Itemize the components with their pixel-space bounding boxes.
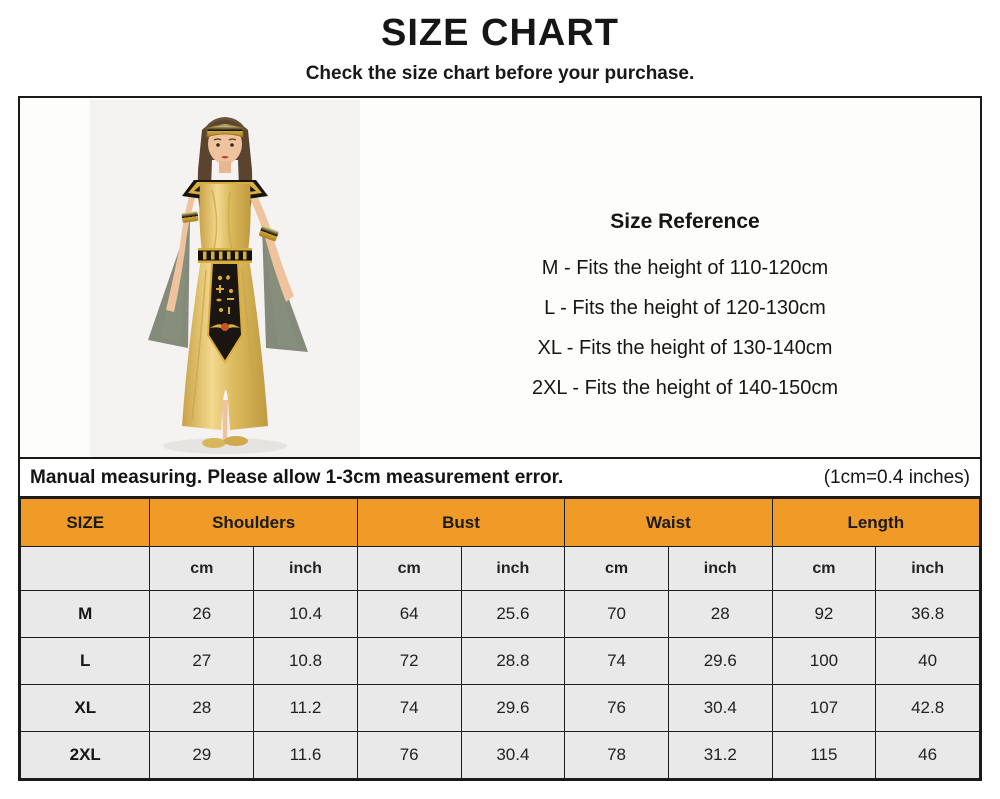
size-chart-sheet: Size Reference M - Fits the height of 11… <box>18 96 982 781</box>
value-cell: 27 <box>149 637 255 685</box>
value-cell: 30.4 <box>667 684 773 732</box>
unit-cell: cm <box>356 546 462 591</box>
size-reference-line-m: M - Fits the height of 110-120cm <box>541 257 829 279</box>
value-cell: 28 <box>667 590 773 638</box>
value-cell: 29 <box>149 731 255 779</box>
value-cell: 28 <box>149 684 255 732</box>
table-header-length: Length <box>771 498 981 547</box>
size-reference: Size Reference M - Fits the height of 11… <box>430 98 980 457</box>
value-cell: 29.6 <box>667 637 773 685</box>
value-cell: 11.2 <box>253 684 358 732</box>
value-cell: 64 <box>356 590 462 638</box>
size-table: SIZE Shoulders Bust Waist Length cm inch… <box>19 498 981 779</box>
table-row-m: M 26 10.4 64 25.6 70 28 92 36.8 <box>19 590 980 638</box>
page-header: SIZE CHART Check the size chart before y… <box>0 0 1000 85</box>
value-cell: 42.8 <box>875 684 980 732</box>
unit-cell: cm <box>771 546 877 591</box>
size-cell: L <box>19 637 151 685</box>
value-cell: 92 <box>771 590 877 638</box>
value-cell: 25.6 <box>460 590 566 638</box>
size-cell: XL <box>19 684 151 732</box>
value-cell: 29.6 <box>460 684 566 732</box>
unit-cell: inch <box>667 546 773 591</box>
measurement-note-row: Manual measuring. Please allow 1-3cm mea… <box>20 457 980 498</box>
value-cell: 36.8 <box>875 590 980 638</box>
unit-conversion-note: (1cm=0.4 inches) <box>823 466 970 488</box>
value-cell: 76 <box>564 684 669 732</box>
photo-and-reference-area: Size Reference M - Fits the height of 11… <box>20 98 980 457</box>
size-reference-heading: Size Reference <box>610 210 760 233</box>
table-header-waist: Waist <box>564 498 773 547</box>
table-header-row: SIZE Shoulders Bust Waist Length <box>19 498 981 547</box>
value-cell: 30.4 <box>460 731 566 779</box>
value-cell: 10.4 <box>253 590 358 638</box>
value-cell: 26 <box>149 590 255 638</box>
value-cell: 115 <box>771 731 877 779</box>
table-unit-row: cm inch cm inch cm inch cm inch <box>19 546 980 591</box>
unit-cell: inch <box>460 546 566 591</box>
size-cell: 2XL <box>19 731 151 779</box>
product-photo <box>20 98 430 457</box>
value-cell: 78 <box>564 731 669 779</box>
unit-cell: inch <box>253 546 358 591</box>
value-cell: 100 <box>771 637 877 685</box>
value-cell: 11.6 <box>253 731 358 779</box>
value-cell: 46 <box>875 731 980 779</box>
size-reference-line-2xl: 2XL - Fits the height of 140-150cm <box>531 377 839 399</box>
table-header-shoulders: Shoulders <box>149 498 358 547</box>
table-header-size: SIZE <box>19 498 151 547</box>
costume-illustration-icon <box>90 100 360 457</box>
value-cell: 74 <box>356 684 462 732</box>
value-cell: 28.8 <box>460 637 566 685</box>
unit-cell-empty <box>19 546 151 591</box>
measurement-note: Manual measuring. Please allow 1-3cm mea… <box>30 466 564 488</box>
value-cell: 10.8 <box>253 637 358 685</box>
table-header-bust: Bust <box>356 498 566 547</box>
value-cell: 107 <box>771 684 877 732</box>
size-reference-line-xl: XL - Fits the height of 130-140cm <box>537 337 833 359</box>
table-row-l: L 27 10.8 72 28.8 74 29.6 100 40 <box>19 637 980 685</box>
unit-cell: cm <box>564 546 669 591</box>
size-reference-line-l: L - Fits the height of 120-130cm <box>544 297 826 319</box>
value-cell: 74 <box>564 637 669 685</box>
value-cell: 72 <box>356 637 462 685</box>
page-subtitle: Check the size chart before your purchas… <box>305 63 695 84</box>
unit-cell: cm <box>149 546 255 591</box>
size-cell: M <box>19 590 151 638</box>
value-cell: 76 <box>356 731 462 779</box>
table-row-2xl: 2XL 29 11.6 76 30.4 78 31.2 115 46 <box>19 731 980 779</box>
page-title: SIZE CHART <box>381 12 619 54</box>
unit-cell: inch <box>875 546 980 591</box>
value-cell: 31.2 <box>667 731 773 779</box>
value-cell: 40 <box>875 637 980 685</box>
table-row-xl: XL 28 11.2 74 29.6 76 30.4 107 42.8 <box>19 684 980 732</box>
value-cell: 70 <box>564 590 669 638</box>
